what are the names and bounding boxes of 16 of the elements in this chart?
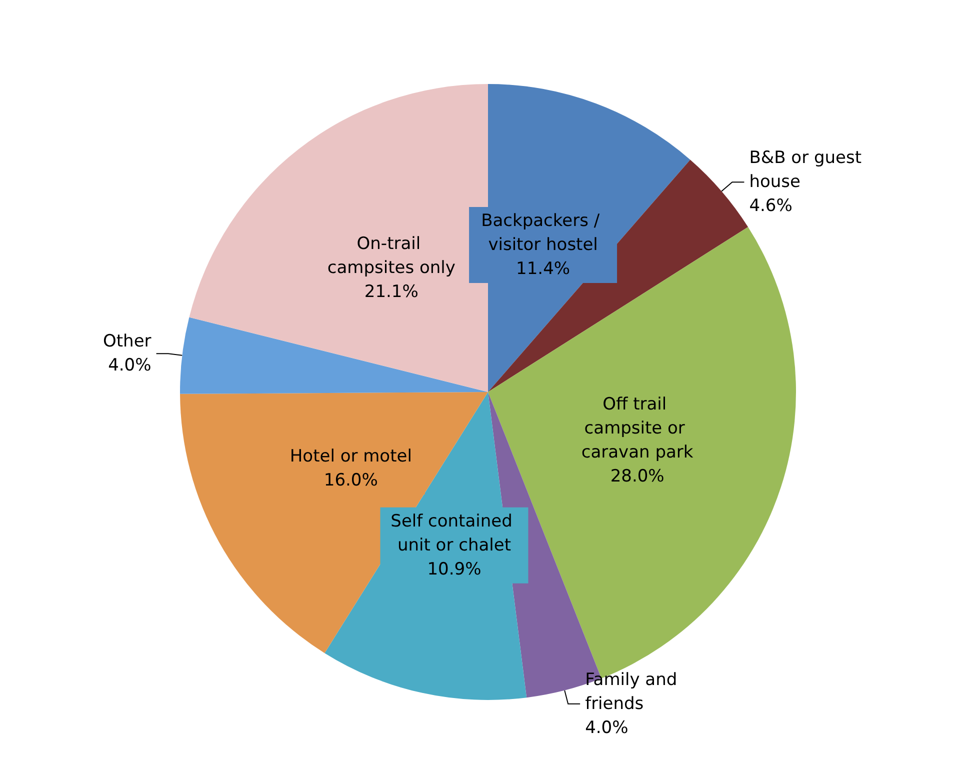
- data-label: 10.9%: [427, 559, 482, 580]
- data-label: 4.6%: [749, 196, 792, 216]
- data-label: 4.0%: [108, 356, 152, 376]
- data-label: 21.1%: [364, 282, 418, 302]
- slice-label: Family and friends: [585, 670, 683, 714]
- slice-label: On-trail campsites only: [327, 234, 456, 278]
- slice-label: Hotel or motel: [290, 446, 412, 466]
- slice-label: Other: [103, 332, 152, 352]
- data-label: 4.0%: [585, 718, 628, 738]
- data-label: 16.0%: [324, 470, 378, 490]
- slice-label: B&B or guest house: [749, 148, 867, 192]
- slice-label: Off trail campsite or caravan park: [581, 394, 694, 463]
- data-label: 11.4%: [516, 258, 570, 279]
- data-label: 28.0%: [610, 466, 664, 487]
- slice-label: Self contained unit or chalet: [390, 511, 518, 556]
- slice-label: Backpackers / visitor hostel: [481, 210, 605, 255]
